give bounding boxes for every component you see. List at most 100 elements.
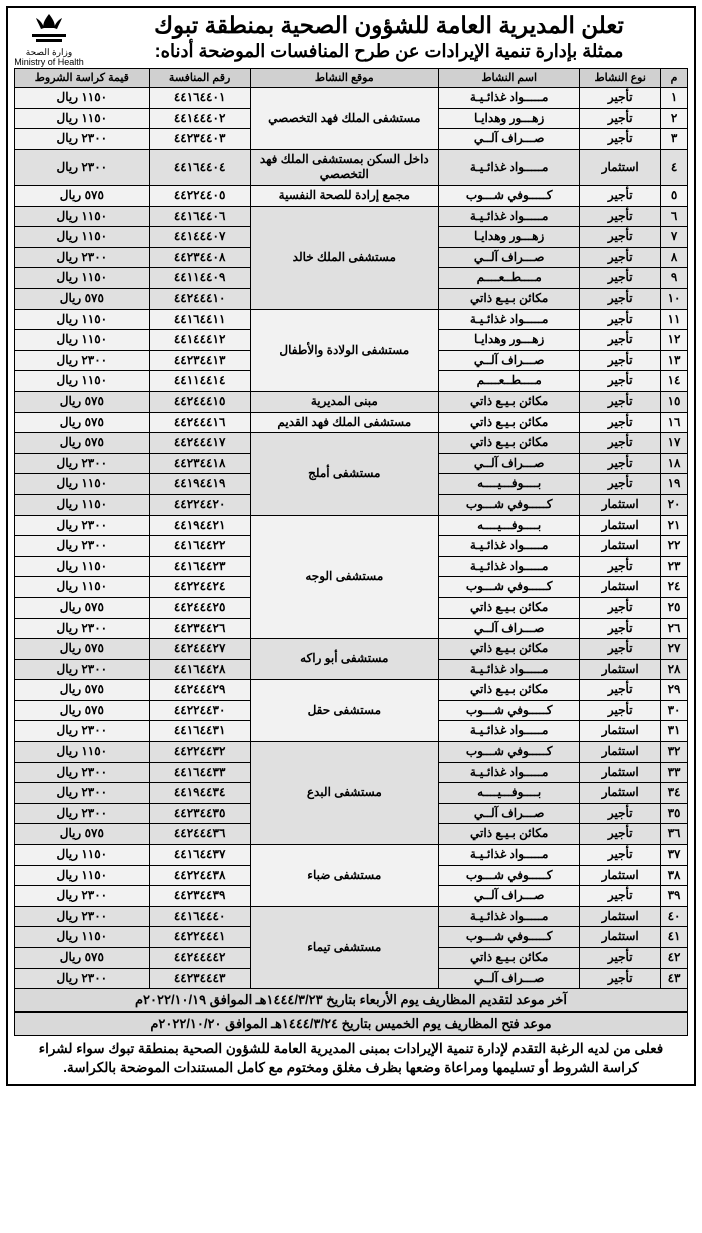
cell-location: داخل السكن بمستشفى الملك فهد التخصصي [250,149,438,185]
cell-index: ٢٥ [661,597,688,618]
cell-value: ٥٧٥ ريال [15,700,150,721]
cell-ref: ٤٤٢٤٤٤٢٥ [149,597,250,618]
cell-ref: ٤٤١٦٤٤٣٣ [149,762,250,783]
cell-value: ٢٣٠٠ ريال [15,350,150,371]
cell-value: ٢٣٠٠ ريال [15,968,150,989]
cell-activity: صـــراف آلــي [439,618,580,639]
cell-ref: ٤٤٢٤٤٤١٧ [149,433,250,454]
cell-value: ٥٧٥ ريال [15,948,150,969]
cell-ref: ٤٤١٩٤٤١٩ [149,474,250,495]
cell-index: ٩ [661,268,688,289]
cell-ref: ٤٤٢٢٤٤٣٨ [149,865,250,886]
cell-value: ١١٥٠ ريال [15,330,150,351]
cell-type: تأجير [580,309,661,330]
cell-type: تأجير [580,700,661,721]
cell-activity: بــــوفـــيــــه [439,515,580,536]
cell-index: ٣١ [661,721,688,742]
cell-activity: صـــراف آلــي [439,247,580,268]
cell-value: ٥٧٥ ريال [15,186,150,207]
cell-index: ٣٤ [661,783,688,804]
cell-activity: مــــطــعــــم [439,268,580,289]
cell-index: ٥ [661,186,688,207]
cell-activity: كـــــوفي شـــوب [439,186,580,207]
cell-location: مستشفى أملج [250,433,438,515]
cell-location: مستشفى تيماء [250,906,438,988]
cell-index: ٢٢ [661,536,688,557]
table-row: ١٧تأجيرمكائن بـيـع ذاتيمستشفى أملج٤٤٢٤٤٤… [15,433,688,454]
col-type: نوع النشاط [580,68,661,87]
cell-type: تأجير [580,453,661,474]
cell-value: ٥٧٥ ريال [15,289,150,310]
cell-ref: ٤٤٢٣٤٤٠٣ [149,129,250,150]
cell-type: تأجير [580,129,661,150]
cell-activity: مـــــواد غذائـيـة [439,721,580,742]
cell-type: تأجير [580,433,661,454]
cell-index: ٢٦ [661,618,688,639]
deadline-submit: آخر موعد لتقديم المظاريف يوم الأربعاء بت… [14,989,688,1012]
cell-type: تأجير [580,824,661,845]
cell-activity: مـــــواد غذائـيـة [439,309,580,330]
cell-type: تأجير [580,206,661,227]
header: تعلن المديرية العامة للشؤون الصحية بمنطق… [14,12,688,68]
table-row: ١تأجيرمـــــواد غذائـيـةمستشفى الملك فهد… [15,88,688,109]
cell-type: تأجير [580,845,661,866]
cell-location: مستشفى حقل [250,680,438,742]
cell-index: ٧ [661,227,688,248]
cell-ref: ٤٤١٤٤٤٠٢ [149,108,250,129]
cell-location: مستشفى الملك خالد [250,206,438,309]
cell-type: تأجير [580,227,661,248]
cell-index: ٣٦ [661,824,688,845]
cell-index: ٣٠ [661,700,688,721]
cell-value: ١١٥٠ ريال [15,309,150,330]
cell-ref: ٤٤١٦٤٤٠٦ [149,206,250,227]
cell-ref: ٤٤١٦٤٤٠١ [149,88,250,109]
tenders-table: م نوع النشاط اسم النشاط موقع النشاط رقم … [14,68,688,989]
cell-index: ٢٣ [661,556,688,577]
cell-activity: مـــــواد غذائـيـة [439,149,580,185]
table-row: ١٦تأجيرمكائن بـيـع ذاتيمستشفى الملك فهد … [15,412,688,433]
cell-value: ٢٣٠٠ ريال [15,149,150,185]
cell-activity: بــــوفـــيــــه [439,783,580,804]
cell-type: استثمار [580,742,661,763]
cell-index: ١٤ [661,371,688,392]
cell-activity: مـــــواد غذائـيـة [439,659,580,680]
cell-type: استثمار [580,927,661,948]
cell-ref: ٤٤١٦٤٤٤٠ [149,906,250,927]
table-row: ٥تأجيركـــــوفي شـــوبمجمع إرادة للصحة ا… [15,186,688,207]
cell-value: ١١٥٠ ريال [15,845,150,866]
cell-type: تأجير [580,803,661,824]
cell-index: ١٣ [661,350,688,371]
cell-type: استثمار [580,762,661,783]
cell-ref: ٤٤١٦٤٤٠٤ [149,149,250,185]
table-row: ٢٩تأجيرمكائن بـيـع ذاتيمستشفى حقل٤٤٢٤٤٤٢… [15,680,688,701]
cell-activity: كـــــوفي شـــوب [439,742,580,763]
cell-location: مستشفى البدع [250,742,438,845]
cell-value: ١١٥٠ ريال [15,108,150,129]
cell-type: استثمار [580,659,661,680]
cell-value: ٥٧٥ ريال [15,639,150,660]
cell-index: ٤٠ [661,906,688,927]
title-block: تعلن المديرية العامة للشؤون الصحية بمنطق… [90,12,688,66]
cell-activity: مـــــواد غذائـيـة [439,88,580,109]
ministry-logo: وزارة الصحة Ministry of Health [14,12,84,68]
cell-location: مستشفى الملك فهد القديم [250,412,438,433]
cell-activity: صـــراف آلــي [439,350,580,371]
cell-index: ٣٢ [661,742,688,763]
cell-ref: ٤٤٢٢٤٤٣٢ [149,742,250,763]
cell-ref: ٤٤٢٤٤٤٣٦ [149,824,250,845]
cell-index: ٤ [661,149,688,185]
cell-type: استثمار [580,721,661,742]
cell-value: ٢٣٠٠ ريال [15,453,150,474]
cell-ref: ٤٤٢٢٤٤٠٥ [149,186,250,207]
col-activity: اسم النشاط [439,68,580,87]
cell-index: ٤٣ [661,968,688,989]
cell-type: تأجير [580,639,661,660]
cell-activity: صـــراف آلــي [439,453,580,474]
cell-activity: مكائن بـيـع ذاتي [439,289,580,310]
cell-index: ٣٨ [661,865,688,886]
cell-ref: ٤٤٢٤٤٤١٥ [149,391,250,412]
cell-type: تأجير [580,371,661,392]
cell-ref: ٤٤٢٤٤٤١٠ [149,289,250,310]
cell-type: تأجير [580,597,661,618]
col-index: م [661,68,688,87]
